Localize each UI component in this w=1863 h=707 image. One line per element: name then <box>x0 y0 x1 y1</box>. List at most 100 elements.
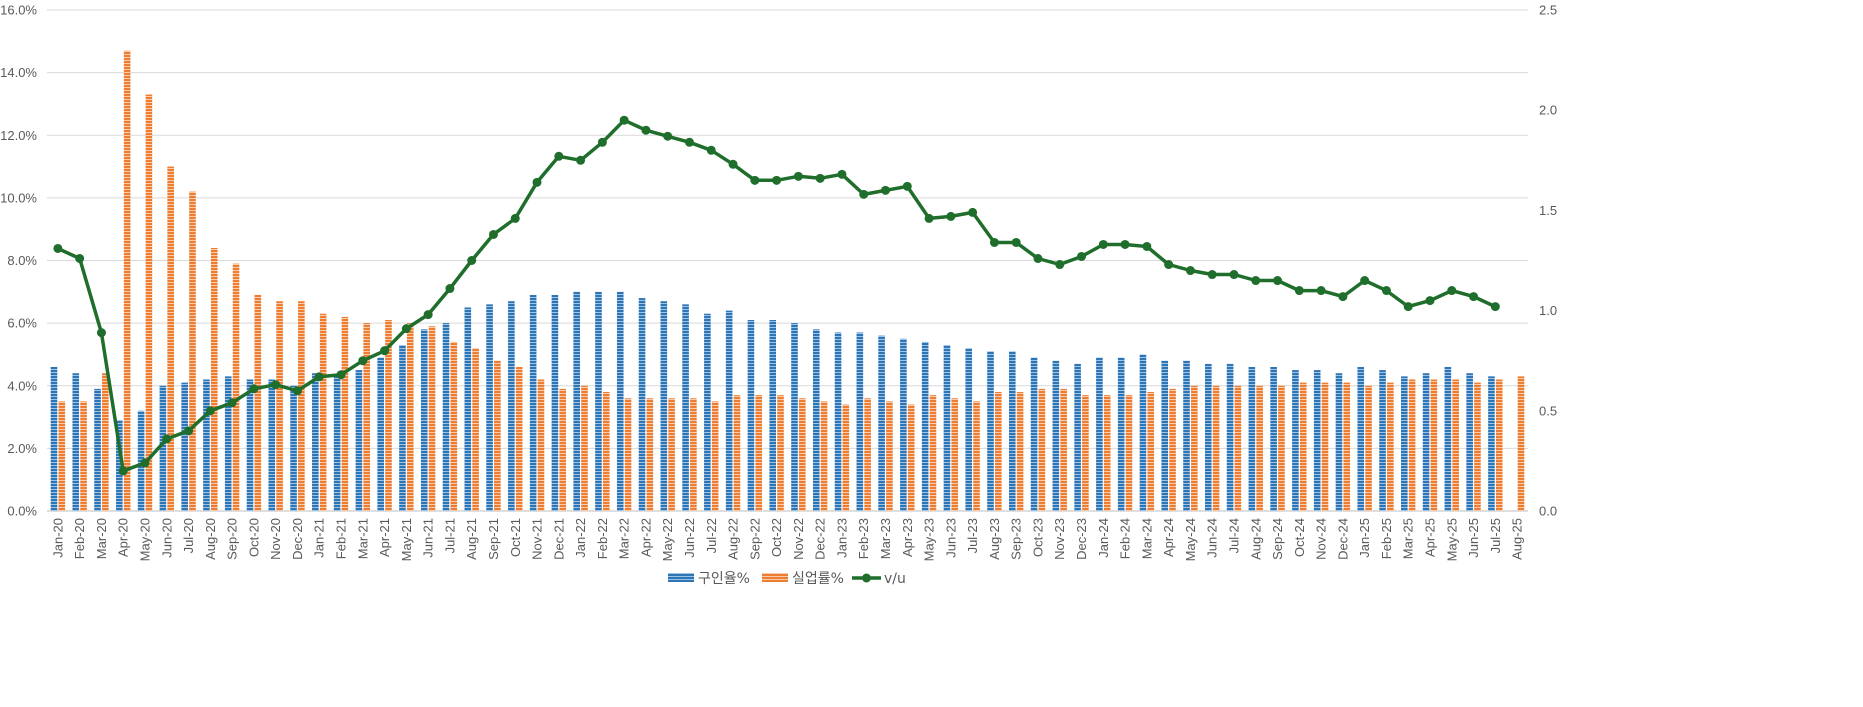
vu-point <box>205 406 215 416</box>
x-tick-label: Dec-23 <box>1074 518 1089 560</box>
bar-unemployment <box>995 392 1002 511</box>
vu-point <box>140 458 150 468</box>
vu-point <box>1207 270 1217 280</box>
x-tick-label: Mar-24 <box>1139 518 1154 559</box>
vu-point <box>314 372 324 382</box>
x-tick-label: Aug-25 <box>1510 518 1525 560</box>
vu-point <box>401 324 411 334</box>
bar-unemployment <box>1038 388 1046 511</box>
bar-unemployment <box>58 401 66 511</box>
bar-unemployment <box>1343 382 1351 511</box>
x-tick-label: Jan-23 <box>834 518 849 558</box>
bar-unemployment <box>254 294 262 511</box>
vu-point <box>597 137 607 147</box>
bar-job-openings <box>1117 357 1125 511</box>
bar-job-openings <box>660 301 668 511</box>
x-tick-label: Feb-21 <box>334 518 349 559</box>
x-tick-label: Jun-21 <box>421 518 436 558</box>
x-axis: Jan-20 Feb-20 Mar-20 Apr-20 May-20 Jun-20 Jul-… <box>50 518 1524 561</box>
vu-point <box>1447 286 1457 296</box>
bar-job-openings <box>1444 366 1452 511</box>
bar-unemployment <box>123 50 131 512</box>
bar-job-openings <box>1466 373 1473 511</box>
vu-point <box>728 159 738 169</box>
bar-job-openings <box>965 348 973 511</box>
bar-unemployment <box>1191 385 1198 511</box>
vu-point <box>902 181 912 191</box>
x-tick-label: Aug-21 <box>464 518 479 560</box>
bar-unemployment <box>102 373 109 511</box>
bar-job-openings <box>769 319 777 511</box>
bar-job-openings <box>464 307 472 511</box>
x-tick-label: Sep-24 <box>1270 518 1285 560</box>
bar-unemployment <box>1299 382 1307 511</box>
bar-job-openings <box>943 345 951 511</box>
bar-unemployment <box>145 94 153 511</box>
vu-point <box>1403 302 1413 312</box>
vu-point <box>1294 286 1304 296</box>
left-axis: 0.0% 2.0% 4.0% 6.0% 8.0% 10.0% 12.0% 14.0% 16.0% <box>0 3 37 519</box>
bar-job-openings <box>508 301 515 511</box>
bar-job-openings <box>1096 357 1103 511</box>
x-tick-label: Jun-24 <box>1205 518 1220 558</box>
x-tick-label: Aug-24 <box>1248 518 1263 560</box>
bar-unemployment <box>1474 382 1481 511</box>
vu-point <box>924 213 934 223</box>
legend-label-job-openings: 구인율% <box>698 571 750 587</box>
bar-unemployment <box>581 385 588 511</box>
bar-job-openings <box>791 323 798 511</box>
bar-unemployment <box>559 388 567 511</box>
left-tick-label: 2.0% <box>7 441 37 456</box>
bar-job-openings <box>268 379 276 511</box>
vu-point <box>1120 239 1130 249</box>
left-tick-label: 0.0% <box>7 504 37 519</box>
vu-point <box>881 185 891 195</box>
bar-job-openings <box>116 420 123 511</box>
bar-unemployment <box>1387 382 1394 511</box>
vu-point <box>1055 260 1065 270</box>
right-axis: 0.0 0.5 1.0 1.5 2.0 2.5 <box>1539 3 1557 519</box>
x-tick-label: Feb-24 <box>1118 518 1133 559</box>
vu-point <box>1185 266 1195 276</box>
vu-point <box>96 328 106 338</box>
bar-unemployment <box>1495 379 1503 511</box>
x-tick-label: Mar-25 <box>1401 518 1416 559</box>
bar-job-openings <box>812 329 820 511</box>
bar-job-openings <box>878 335 885 511</box>
bar-unemployment <box>864 398 871 511</box>
vu-point <box>859 189 869 199</box>
x-tick-label: Feb-22 <box>595 518 610 559</box>
x-tick-label: Jul-22 <box>704 518 719 553</box>
x-tick-label: Oct-21 <box>508 518 523 557</box>
x-tick-label: Sep-20 <box>225 518 240 560</box>
bar-unemployment <box>842 404 850 511</box>
x-tick-label: May-23 <box>922 518 937 561</box>
bar-job-openings <box>1030 357 1038 511</box>
vu-point <box>1381 286 1391 296</box>
bar-unemployment <box>1082 395 1089 511</box>
x-tick-label: Jan-21 <box>312 518 327 558</box>
bar-unemployment <box>1408 379 1416 511</box>
bar-job-openings <box>1488 376 1495 511</box>
x-tick-label: Dec-24 <box>1335 518 1350 560</box>
bar-job-openings <box>1401 376 1408 511</box>
x-tick-label: Jul-20 <box>181 518 196 553</box>
bar-unemployment <box>450 341 458 511</box>
x-tick-label: Aug-22 <box>726 518 741 560</box>
bar-job-openings <box>399 345 406 511</box>
bar-job-openings <box>1183 360 1190 511</box>
bar-unemployment <box>537 379 545 511</box>
right-tick-label: 2.0 <box>1539 103 1557 118</box>
bar-job-openings <box>638 298 646 511</box>
x-tick-label: Nov-21 <box>530 518 545 560</box>
x-tick-label: Sep-23 <box>1009 518 1024 560</box>
bar-unemployment <box>646 398 654 511</box>
x-tick-label: Feb-23 <box>856 518 871 559</box>
bar-job-openings <box>856 332 864 511</box>
vu-point <box>510 213 520 223</box>
bar-job-openings <box>420 329 428 511</box>
bar-job-openings <box>442 323 450 511</box>
bar-job-openings <box>377 357 384 511</box>
vu-point <box>358 356 368 366</box>
